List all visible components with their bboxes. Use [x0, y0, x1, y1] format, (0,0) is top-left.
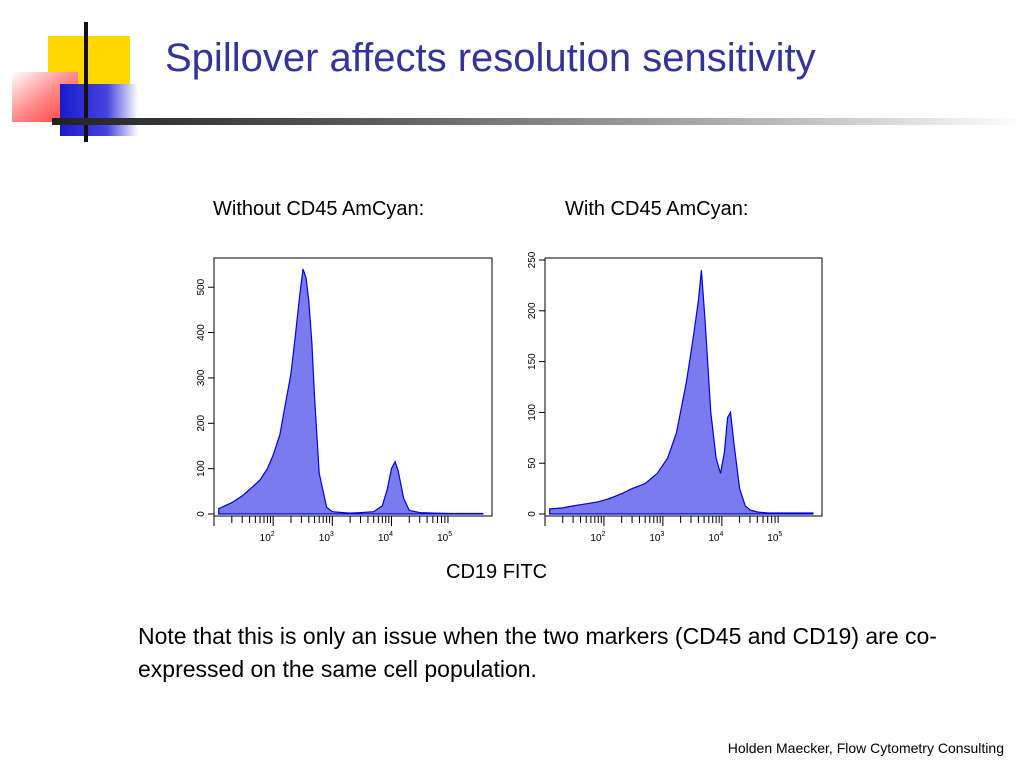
- logo-blue-square: [60, 84, 138, 136]
- right-y-tick-label: 250: [527, 251, 538, 268]
- left-x-tick-label: 104: [378, 531, 393, 544]
- left-y-tick-label: 100: [196, 460, 207, 477]
- left-x-tick-label: 103: [319, 531, 334, 544]
- right-x-tick-label: 103: [649, 531, 664, 544]
- footer-credit: Holden Maecker, Flow Cytometry Consultin…: [727, 740, 1004, 756]
- left-x-tick-label: 105: [437, 531, 452, 544]
- left-x-tick-label: 102: [260, 531, 275, 544]
- x-axis-label: CD19 FITC: [446, 561, 548, 583]
- right-y-tick-label: 150: [527, 353, 538, 370]
- right-x-tick-label: 105: [767, 531, 782, 544]
- right-y-tick-label: 0: [527, 511, 538, 517]
- left-y-tick-label: 300: [196, 369, 207, 386]
- right-y-tick-label: 50: [527, 457, 538, 469]
- right-y-tick-label: 200: [527, 302, 538, 319]
- left-y-tick-label: 0: [196, 511, 207, 517]
- left-y-tick-label: 400: [196, 324, 207, 341]
- right-y-tick-label: 100: [527, 404, 538, 421]
- right-histogram-series: [549, 270, 814, 515]
- right-x-tick-label: 104: [708, 531, 723, 544]
- right-x-tick-label: 102: [590, 531, 605, 544]
- left-y-tick-label: 500: [196, 278, 207, 295]
- right-panel-label: With CD45 AmCyan:: [565, 198, 749, 220]
- left-histogram-series: [218, 268, 484, 515]
- left-y-tick-label: 200: [196, 415, 207, 432]
- logo-vertical-line: [84, 22, 88, 142]
- slide-logo-graphic: [12, 22, 138, 142]
- left-plot-frame: [213, 257, 493, 517]
- right-plot-frame: [544, 257, 823, 517]
- slide-title: Spillover affects resolution sensitivity: [165, 36, 816, 80]
- title-underline-rule: [52, 118, 1024, 125]
- note-text: Note that this is only an issue when the…: [138, 623, 937, 682]
- left-panel-label: Without CD45 AmCyan:: [213, 198, 425, 220]
